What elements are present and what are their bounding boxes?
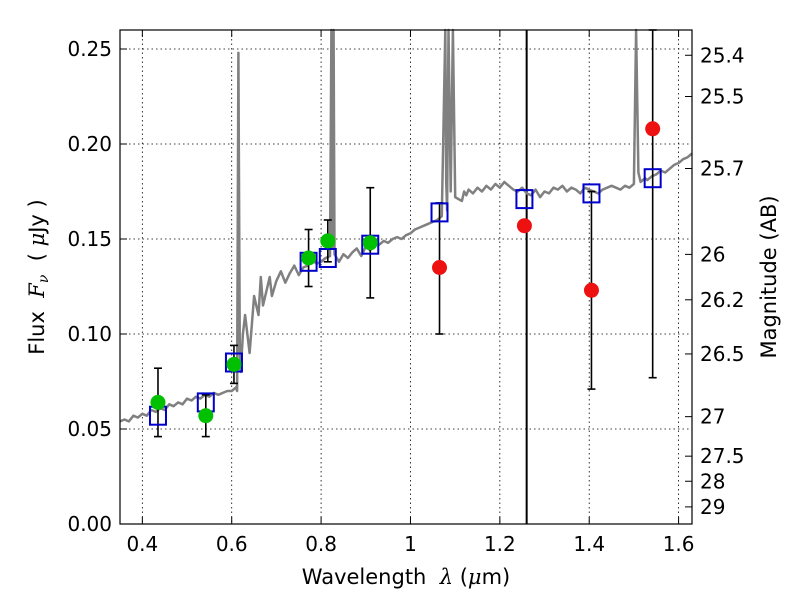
model-spectrum [119, 28, 693, 423]
observed-points [150, 121, 661, 424]
x-tick-label: 0.4 [126, 532, 158, 556]
detection-point [198, 408, 214, 424]
y2-axis-label: Magnitude (AB) [757, 195, 781, 358]
detection-point [362, 235, 378, 251]
y-tick-label: 0.15 [67, 227, 112, 251]
y2-tick-label: 25.7 [700, 157, 745, 181]
model-spectrum-line [119, 28, 693, 423]
x-tick-label: 1 [404, 532, 417, 556]
x-tick-label: 1.4 [573, 532, 605, 556]
y2-tick-label: 27.5 [700, 444, 745, 468]
y2-tick-label: 25.4 [700, 43, 745, 67]
model-flux-square [318, 248, 337, 268]
y-axis-label: Flux Fν ( μJy ) [25, 199, 52, 354]
y2-tick-label: 26 [700, 242, 725, 266]
non-detection-point [583, 282, 599, 298]
detection-point [150, 394, 166, 410]
x-ticks: 0.4 0.6 0.8 1 1.2 1.4 1.6 [126, 30, 695, 556]
plot-frame [119, 29, 693, 525]
x-tick-label: 0.6 [216, 532, 248, 556]
y-tick-label: 0.20 [67, 132, 112, 156]
y-tick-label: 0.00 [67, 512, 112, 536]
y-tick-label: 0.05 [67, 417, 112, 441]
model-flux-square [430, 202, 449, 223]
model-flux-square [582, 183, 601, 204]
y-tick-label: 0.25 [67, 37, 112, 61]
plot-background [120, 30, 692, 524]
x-tick-label: 1.6 [663, 532, 695, 556]
non-detection-point [645, 121, 661, 137]
y2-tick-label: 27 [700, 405, 725, 429]
x-tick-label: 1.2 [484, 532, 516, 556]
non-detection-point [432, 260, 448, 275]
detection-point [320, 233, 336, 249]
model-flux-square [643, 168, 662, 189]
y2-tick-label: 29 [700, 495, 725, 519]
x-tick-label: 0.8 [305, 532, 337, 556]
y2-tick-label: 26.2 [700, 288, 745, 312]
y2-tick-label: 25.5 [700, 85, 745, 109]
y-tick-label: 0.10 [67, 322, 112, 346]
y2-tick-label: 26.5 [700, 342, 745, 366]
y2-tick-label: 28 [700, 469, 725, 493]
non-detection-point [516, 218, 532, 234]
detection-point [301, 250, 317, 266]
x-axis-label: Wavelength λ (μm) [302, 565, 510, 589]
model-flux-square [515, 189, 534, 210]
y-ticks: 0.00 0.05 0.10 0.15 0.20 0.25 [67, 37, 127, 536]
detection-point [226, 356, 242, 372]
